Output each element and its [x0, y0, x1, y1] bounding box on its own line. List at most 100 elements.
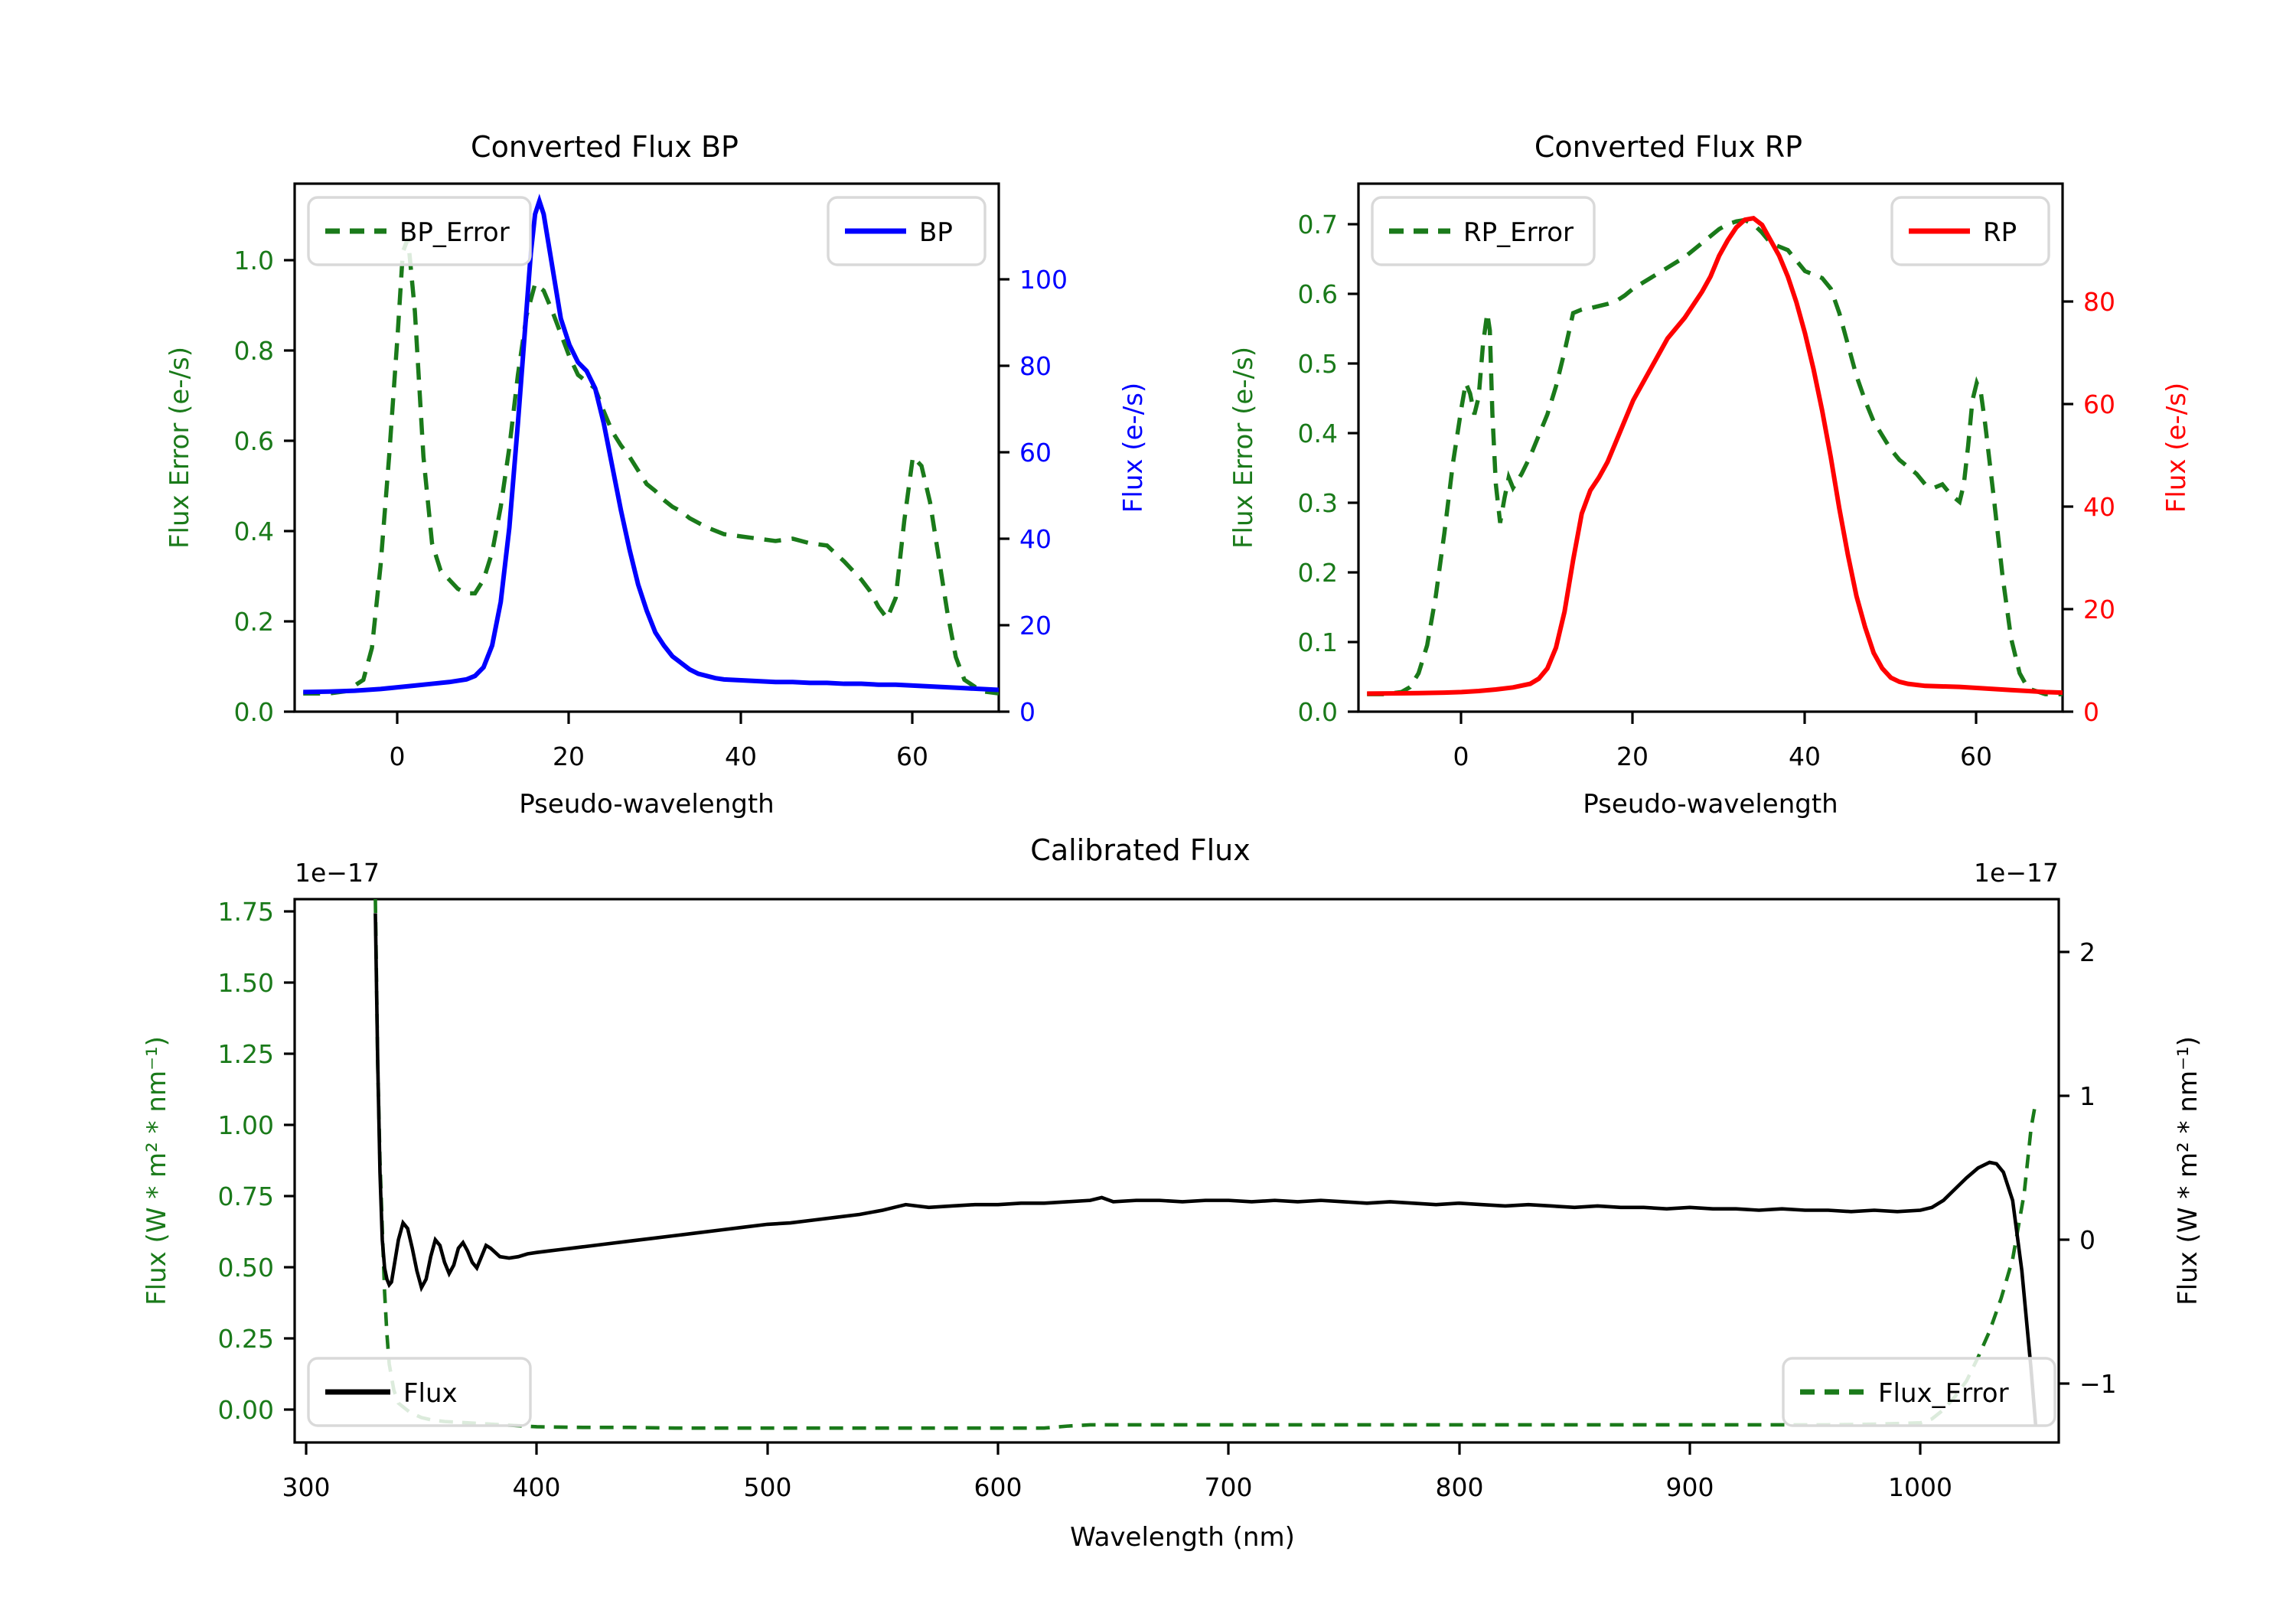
series-rp-flux — [1367, 215, 2063, 696]
tick-label: 1.50 — [218, 968, 274, 998]
panel-bp-xlabel: Pseudo-wavelength — [519, 789, 774, 820]
legend-bp-flux[interactable]: BP — [827, 196, 987, 266]
panel-rp-ylabel-right: Flux (e-/s) — [2161, 383, 2192, 513]
panel-bp: Converted Flux BP 0.0 0.2 0.4 0.6 0.8 1.… — [165, 130, 1149, 820]
tick-label: 0 — [1019, 697, 1035, 727]
tick-label: 800 — [1436, 1472, 1484, 1502]
tick-label: 0.50 — [218, 1253, 274, 1283]
panel-bp-title: Converted Flux BP — [471, 130, 739, 164]
tick-label: 0 — [1453, 742, 1469, 771]
tick-label: 40 — [1019, 524, 1052, 554]
tick-label: 0.1 — [1298, 627, 1338, 657]
tick-label: 0.2 — [234, 607, 274, 637]
tick-label: 80 — [2083, 287, 2115, 317]
panel-cal-offset-right: 1e−17 — [1974, 858, 2059, 888]
tick-label: 60 — [1960, 742, 1992, 771]
tick-label: 60 — [1019, 438, 1052, 468]
series-bp-error — [303, 237, 999, 696]
tick-label: 1.75 — [218, 897, 274, 927]
panel-bp-frame — [293, 182, 1000, 713]
tick-label: 20 — [553, 742, 585, 771]
tick-label: 20 — [1616, 742, 1649, 771]
tick-label: 0.8 — [234, 336, 274, 366]
panel-rp-xaxis: 0 20 40 60 — [1453, 712, 1992, 771]
panel-rp: Converted Flux RP 0.0 0.1 0.2 0.3 0.4 0.… — [1228, 130, 2192, 820]
legend-cal-flux[interactable]: Flux — [307, 1357, 532, 1427]
legend-cal-flux-label: Flux — [403, 1378, 458, 1409]
tick-label: 0.2 — [1298, 558, 1338, 588]
tick-label: 1000 — [1888, 1472, 1952, 1502]
panel-cal-frame — [293, 898, 2060, 1444]
tick-label: 0.00 — [218, 1395, 274, 1425]
panel-bp-yaxis-right: 0 20 40 60 80 100 — [999, 265, 1068, 727]
tick-label: 0.4 — [1298, 419, 1338, 448]
tick-label: 1.25 — [218, 1039, 274, 1069]
panel-bp-ylabel-left: Flux Error (e-/s) — [165, 347, 195, 549]
tick-label: 0.0 — [234, 697, 274, 727]
tick-label: 0.4 — [234, 517, 274, 546]
legend-cal-flux-error-label: Flux_Error — [1878, 1378, 2009, 1409]
series-cal-flux — [373, 913, 2038, 1426]
tick-label: 0.6 — [234, 426, 274, 456]
panel-cal-yaxis-right: −1 0 1 2 — [2059, 937, 2117, 1399]
tick-label: 0 — [390, 742, 406, 771]
panel-bp-xaxis: 0 20 40 60 — [390, 712, 928, 771]
tick-label: 0.6 — [1298, 279, 1338, 309]
panel-cal-title: Calibrated Flux — [1030, 833, 1250, 867]
tick-label: 1.00 — [218, 1110, 274, 1140]
panel-cal-ylabel-left: Flux (W * m² * nm⁻¹) — [142, 1036, 172, 1305]
series-cal-flux-error — [373, 899, 2038, 1430]
legend-bp-flux-label: BP — [919, 217, 953, 248]
tick-label: 0.75 — [218, 1182, 274, 1211]
panel-bp-ylabel-right: Flux (e-/s) — [1118, 383, 1149, 513]
tick-label: 400 — [513, 1472, 561, 1502]
tick-label: 2 — [2079, 937, 2095, 967]
tick-label: 20 — [2083, 595, 2115, 624]
tick-label: 60 — [2083, 390, 2115, 419]
tick-label: 60 — [896, 742, 928, 771]
panel-cal-xlabel: Wavelength (nm) — [1070, 1522, 1295, 1553]
legend-rp-error[interactable]: RP_Error — [1371, 196, 1596, 266]
tick-label: 0 — [2079, 1225, 2095, 1255]
panel-cal-ylabel-right: Flux (W * m² * nm⁻¹) — [2173, 1036, 2203, 1305]
tick-label: 40 — [2083, 492, 2115, 522]
tick-label: 300 — [282, 1472, 331, 1502]
panel-bp-yaxis-left: 0.0 0.2 0.4 0.6 0.8 1.0 — [234, 246, 295, 727]
panel-rp-title: Converted Flux RP — [1534, 130, 1802, 164]
tick-label: 20 — [1019, 611, 1052, 641]
legend-rp-flux-label: RP — [1983, 217, 2017, 248]
tick-label: 0.3 — [1298, 488, 1338, 518]
panel-calibrated: Calibrated Flux 1e−17 1e−17 0.00 0.25 0.… — [142, 833, 2203, 1553]
tick-label: 0.0 — [1298, 697, 1338, 727]
legend-bp-error-label: BP_Error — [400, 217, 510, 248]
panel-rp-yaxis-left: 0.0 0.1 0.2 0.3 0.4 0.5 0.6 0.7 — [1298, 210, 1358, 727]
tick-label: 1 — [2079, 1081, 2095, 1111]
panel-rp-xlabel: Pseudo-wavelength — [1583, 789, 1838, 820]
tick-label: 0.5 — [1298, 349, 1338, 379]
tick-label: 0 — [2083, 697, 2099, 727]
panel-cal-offset-left: 1e−17 — [295, 858, 380, 888]
tick-label: −1 — [2079, 1369, 2117, 1399]
panel-rp-ylabel-left: Flux Error (e-/s) — [1228, 347, 1259, 549]
panel-rp-frame — [1357, 182, 2064, 713]
tick-label: 40 — [725, 742, 757, 771]
tick-label: 900 — [1666, 1472, 1714, 1502]
series-rp-error — [1367, 217, 2063, 696]
legend-rp-error-label: RP_Error — [1463, 217, 1574, 248]
tick-label: 1.0 — [234, 246, 274, 275]
tick-label: 100 — [1019, 265, 1068, 295]
tick-label: 500 — [744, 1472, 792, 1502]
tick-label: 700 — [1205, 1472, 1253, 1502]
legend-bp-error[interactable]: BP_Error — [307, 196, 532, 266]
tick-label: 80 — [1019, 351, 1052, 381]
panel-cal-yaxis-left: 0.00 0.25 0.50 0.75 1.00 1.25 1.50 1.75 — [218, 897, 295, 1425]
series-bp-flux — [303, 194, 999, 695]
legend-cal-flux-error[interactable]: Flux_Error — [1782, 1357, 2056, 1427]
tick-label: 0.7 — [1298, 210, 1338, 240]
panel-cal-xaxis: 300 400 500 600 700 800 900 1000 — [282, 1442, 1952, 1502]
legend-rp-flux[interactable]: RP — [1890, 196, 2050, 266]
tick-label: 600 — [974, 1472, 1022, 1502]
panel-rp-yaxis-right: 0 20 40 60 80 — [2063, 287, 2115, 727]
